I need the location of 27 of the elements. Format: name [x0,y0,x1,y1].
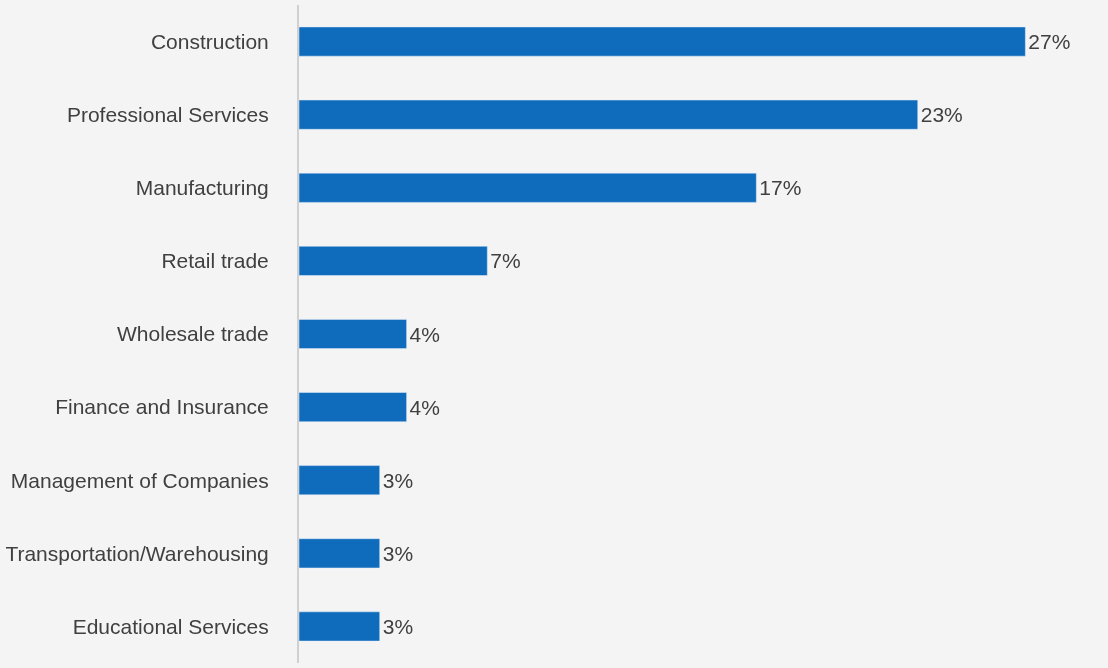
y-tick-label: Finance and Insurance [55,395,269,419]
data-label: 27% [1028,30,1071,54]
bar [299,611,380,642]
bar [299,538,380,569]
data-label: 17% [759,176,802,200]
data-label: 23% [920,103,963,127]
data-label: 4% [409,322,440,346]
y-tick-label: Manufacturing [135,176,269,200]
data-label: 7% [490,249,521,273]
y-tick-label: Professional Services [66,103,269,127]
y-tick-label: Management of Companies [10,468,269,492]
bar [299,99,918,130]
y-tick-label: Construction [150,29,269,53]
data-label: 3% [382,468,414,492]
bar [299,246,488,276]
data-label: 4% [409,395,440,419]
y-tick-label: Retail trade [161,249,269,273]
y-tick-label: Educational Services [72,614,269,638]
y-tick-label: Wholesale trade [117,322,269,346]
y-tick-label: Transportation/Warehousing [5,541,269,565]
data-label: 3% [382,541,414,565]
bar [299,172,757,203]
bar [299,319,407,349]
bar [299,26,1026,57]
data-label: 3% [382,614,414,638]
bar [299,465,380,496]
bar [299,392,407,422]
